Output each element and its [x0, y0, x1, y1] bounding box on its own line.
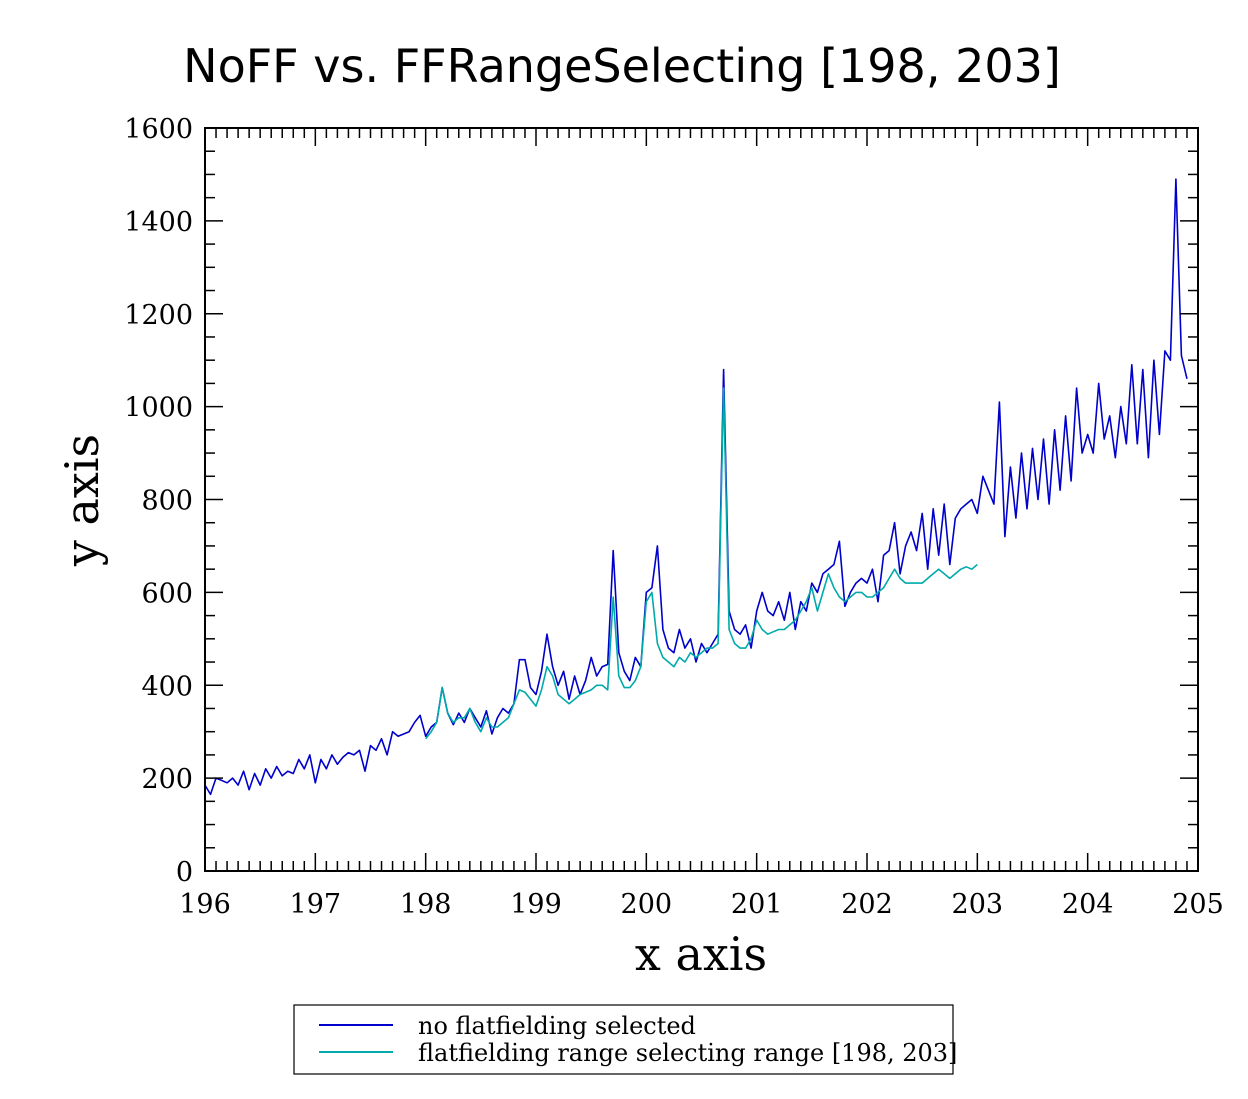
series-line-1	[425, 387, 978, 740]
y-tick-label: 1000	[124, 393, 193, 424]
x-tick-label: 200	[621, 889, 673, 920]
x-tick-label: 202	[841, 889, 893, 920]
y-tick-label: 600	[141, 578, 193, 609]
y-tick-label: 400	[141, 671, 193, 702]
x-tick-label: 198	[400, 889, 452, 920]
y-tick-label: 0	[176, 857, 193, 888]
y-axis-label: y axis	[55, 434, 109, 567]
x-tick-label: 196	[179, 889, 231, 920]
y-tick-label: 1600	[124, 114, 193, 145]
legend-label-no-flatfielding: no flatfielding selected	[418, 1012, 696, 1040]
x-tick-label: 197	[290, 889, 342, 920]
y-tick-label: 1200	[124, 300, 193, 331]
legend: no flatfielding selected flatfielding ra…	[293, 1004, 957, 1075]
legend-box	[293, 1004, 954, 1075]
y-tick-label: 200	[141, 764, 193, 795]
x-tick-label: 201	[731, 889, 783, 920]
legend-label-flatfielding-range: flatfielding range selecting range [198,…	[418, 1039, 957, 1067]
x-axis-label: x axis	[635, 927, 767, 981]
y-tick-label: 1400	[124, 207, 193, 238]
series-layer	[204, 178, 1188, 796]
chart-title: NoFF vs. FFRangeSelecting [198, 203]	[183, 39, 1061, 93]
tick-layer	[204, 127, 1199, 872]
y-tick-label: 800	[141, 486, 193, 517]
x-tick-label: 205	[1172, 889, 1224, 920]
x-tick-label: 199	[510, 889, 562, 920]
series-line-0	[204, 178, 1188, 796]
x-tick-label: 204	[1062, 889, 1114, 920]
x-tick-label: 203	[952, 889, 1004, 920]
